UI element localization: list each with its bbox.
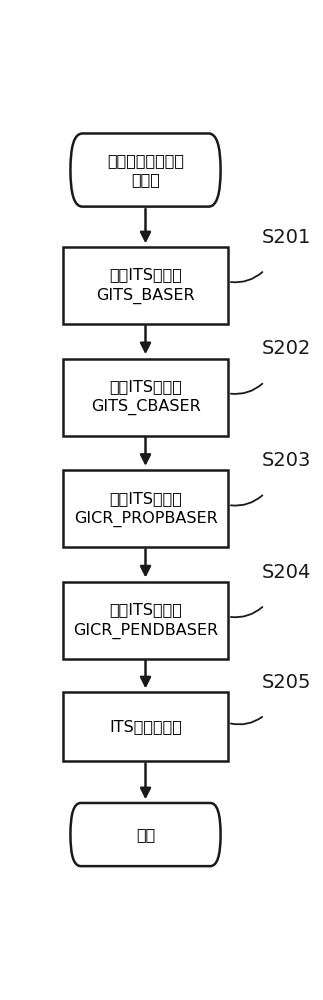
FancyBboxPatch shape [63, 247, 228, 324]
Text: 保存ITS寄存器
GICR_PROPBASER: 保存ITS寄存器 GICR_PROPBASER [74, 491, 217, 527]
Text: 保存ITS寄存器
GITS_CBASER: 保存ITS寄存器 GITS_CBASER [91, 379, 200, 415]
FancyBboxPatch shape [63, 692, 228, 761]
Text: 保存ITS寄存器
GITS_BASER: 保存ITS寄存器 GITS_BASER [96, 268, 195, 304]
Text: S202: S202 [262, 339, 311, 358]
FancyArrowPatch shape [231, 384, 262, 394]
FancyBboxPatch shape [63, 470, 228, 547]
Text: 保存ITS寄存器
GICR_PENDBASER: 保存ITS寄存器 GICR_PENDBASER [73, 602, 218, 639]
FancyArrowPatch shape [231, 607, 262, 617]
FancyArrowPatch shape [231, 272, 262, 282]
Text: 中断路由环境保存
子过程: 中断路由环境保存 子过程 [107, 153, 184, 187]
Text: 结束: 结束 [136, 827, 155, 842]
FancyBboxPatch shape [63, 359, 228, 436]
FancyBboxPatch shape [70, 133, 221, 207]
Text: ITS缓存的回写: ITS缓存的回写 [109, 719, 182, 734]
Text: S204: S204 [262, 563, 311, 582]
FancyArrowPatch shape [231, 717, 262, 724]
Text: S205: S205 [262, 673, 311, 692]
FancyArrowPatch shape [231, 495, 262, 506]
FancyBboxPatch shape [70, 803, 221, 866]
Text: S201: S201 [262, 228, 311, 247]
Text: S203: S203 [262, 451, 311, 470]
FancyBboxPatch shape [63, 582, 228, 659]
